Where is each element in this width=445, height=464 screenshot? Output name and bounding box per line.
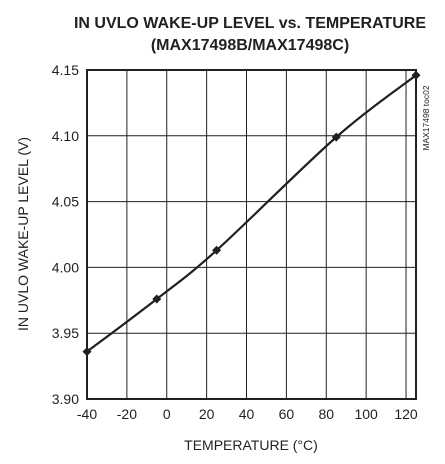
- plot-frame: [86, 69, 417, 400]
- grid: [87, 70, 416, 399]
- y-tick-label: 4.05: [52, 194, 79, 210]
- x-axis-label: TEMPERATURE (°C): [184, 437, 318, 453]
- y-tick-label: 3.95: [52, 325, 79, 341]
- x-tick-label: -40: [77, 406, 97, 422]
- y-tick-label: 4.00: [52, 259, 79, 275]
- chart-title: IN UVLO WAKE-UP LEVEL vs. TEMPERATURE: [74, 15, 426, 32]
- data-point-marker: [152, 294, 162, 304]
- x-tick-label: 120: [394, 406, 418, 422]
- x-axis-ticks: -40 -20 0 20 40 60 80 100 120: [77, 406, 418, 422]
- x-tick-label: 100: [354, 406, 378, 422]
- data-point-marker: [212, 245, 222, 255]
- y-tick-label: 4.10: [52, 128, 79, 144]
- x-tick-label: -20: [117, 406, 137, 422]
- x-tick-label: 0: [163, 406, 171, 422]
- y-axis-ticks: 3.90 3.95 4.00 4.05 4.10 4.15: [52, 62, 79, 407]
- y-tick-label: 4.15: [52, 62, 79, 78]
- figure-id: MAX17498 toc02: [421, 85, 431, 150]
- x-tick-label: 60: [279, 406, 295, 422]
- y-axis-label: IN UVLO WAKE-UP LEVEL (V): [15, 137, 31, 331]
- series-line: [86, 74, 417, 353]
- plot-series: [82, 70, 421, 357]
- x-tick-label: 80: [318, 406, 334, 422]
- x-tick-label: 20: [199, 406, 215, 422]
- y-tick-label: 3.90: [52, 391, 79, 407]
- chart-subtitle: (MAX17498B/MAX17498C): [151, 37, 349, 54]
- data-point-marker: [331, 132, 341, 142]
- x-tick-label: 40: [239, 406, 255, 422]
